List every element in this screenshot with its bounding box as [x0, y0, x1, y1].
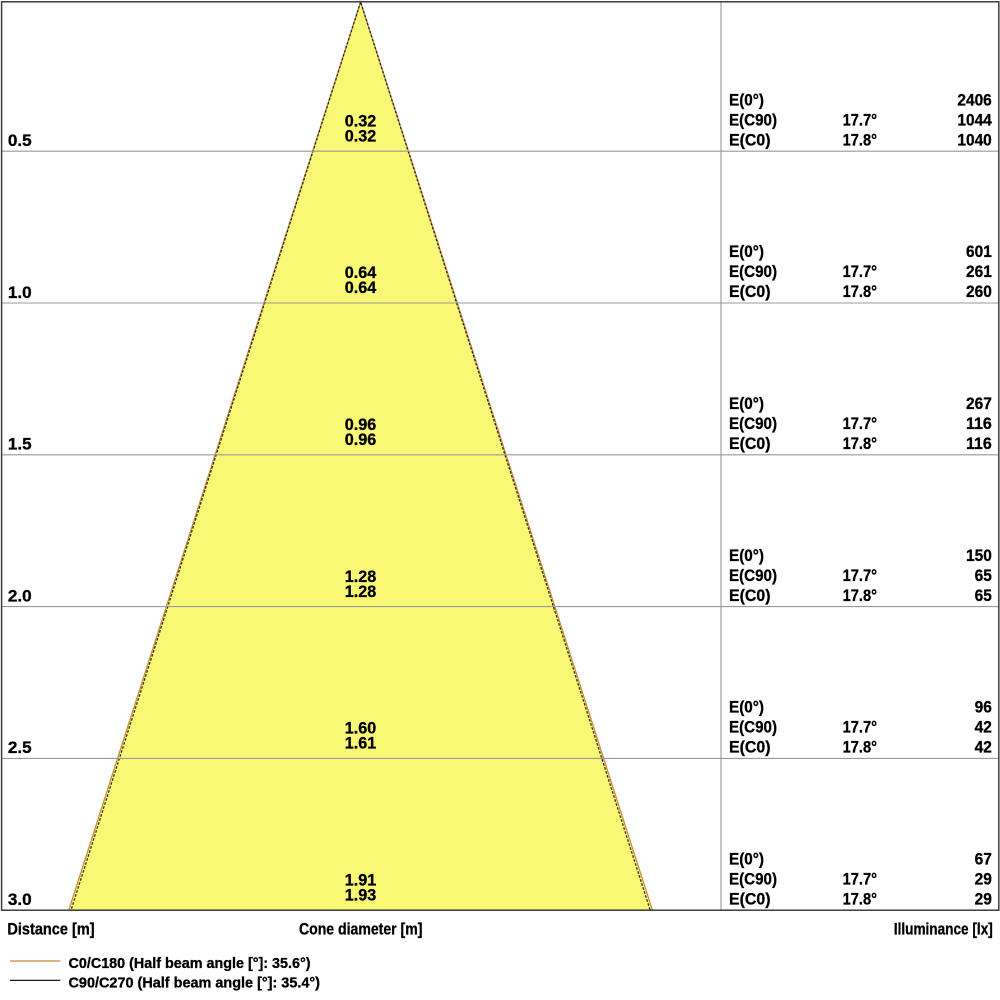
svg-text:17.8°: 17.8° — [843, 586, 878, 605]
svg-text:E(C0): E(C0) — [729, 738, 771, 757]
svg-text:C0/C180 (Half beam angle [°]:: C0/C180 (Half beam angle [°]: 35.6°) — [69, 956, 311, 972]
svg-text:260: 260 — [966, 282, 992, 301]
svg-text:E(C90): E(C90) — [729, 869, 777, 888]
svg-text:1.60: 1.60 — [345, 719, 377, 738]
svg-text:E(0°): E(0°) — [729, 90, 764, 109]
svg-text:17.7°: 17.7° — [843, 869, 878, 888]
svg-text:116: 116 — [966, 414, 992, 433]
svg-text:1.28: 1.28 — [345, 582, 377, 601]
svg-text:E(C0): E(C0) — [729, 889, 771, 908]
svg-text:17.8°: 17.8° — [843, 282, 878, 301]
svg-text:0.64: 0.64 — [345, 278, 377, 297]
svg-text:42: 42 — [975, 738, 992, 757]
svg-text:1.61: 1.61 — [345, 734, 377, 753]
svg-text:0.64: 0.64 — [345, 263, 377, 282]
svg-text:E(C90): E(C90) — [729, 414, 777, 433]
svg-text:1.91: 1.91 — [345, 870, 377, 889]
svg-text:0.32: 0.32 — [345, 111, 377, 130]
svg-text:E(C90): E(C90) — [729, 718, 777, 737]
svg-text:29: 29 — [975, 889, 992, 908]
svg-text:E(C0): E(C0) — [729, 130, 771, 149]
svg-text:2.0: 2.0 — [8, 586, 32, 605]
svg-text:67: 67 — [975, 849, 992, 868]
svg-text:17.8°: 17.8° — [843, 889, 878, 908]
svg-text:42: 42 — [975, 718, 992, 737]
svg-text:Distance [m]: Distance [m] — [7, 920, 94, 938]
svg-text:17.8°: 17.8° — [843, 130, 878, 149]
svg-text:17.7°: 17.7° — [843, 110, 878, 129]
svg-text:E(0°): E(0°) — [729, 849, 764, 868]
svg-text:261: 261 — [966, 262, 992, 281]
svg-text:E(C90): E(C90) — [729, 110, 777, 129]
svg-text:1040: 1040 — [957, 130, 991, 149]
svg-text:17.7°: 17.7° — [843, 566, 878, 585]
svg-text:2406: 2406 — [957, 90, 991, 109]
svg-text:0.96: 0.96 — [345, 430, 377, 449]
svg-text:601: 601 — [966, 242, 992, 261]
svg-text:1.28: 1.28 — [345, 567, 377, 586]
svg-text:E(C0): E(C0) — [729, 434, 771, 453]
svg-text:116: 116 — [966, 434, 992, 453]
svg-text:17.7°: 17.7° — [843, 414, 878, 433]
svg-text:C90/C270 (Half beam angle [°]:: C90/C270 (Half beam angle [°]: 35.4°) — [69, 976, 321, 992]
svg-text:E(0°): E(0°) — [729, 242, 764, 261]
svg-text:29: 29 — [975, 869, 992, 888]
svg-text:1.5: 1.5 — [8, 435, 32, 454]
svg-text:E(C90): E(C90) — [729, 566, 777, 585]
svg-text:96: 96 — [975, 698, 992, 717]
svg-text:1.0: 1.0 — [8, 283, 32, 302]
svg-text:150: 150 — [966, 546, 992, 565]
svg-text:1.93: 1.93 — [345, 885, 377, 904]
svg-text:E(0°): E(0°) — [729, 698, 764, 717]
svg-text:2.5: 2.5 — [8, 738, 32, 757]
svg-text:E(C90): E(C90) — [729, 262, 777, 281]
svg-text:267: 267 — [966, 394, 992, 413]
svg-text:Cone diameter [m]: Cone diameter [m] — [299, 920, 423, 938]
svg-text:17.7°: 17.7° — [843, 262, 878, 281]
svg-text:E(C0): E(C0) — [729, 282, 771, 301]
svg-text:17.7°: 17.7° — [843, 718, 878, 737]
svg-text:65: 65 — [975, 566, 992, 585]
svg-text:Illuminance [lx]: Illuminance [lx] — [894, 920, 993, 938]
svg-text:0.96: 0.96 — [345, 415, 377, 434]
svg-text:0.32: 0.32 — [345, 126, 377, 145]
svg-text:1044: 1044 — [957, 110, 992, 129]
svg-text:E(C0): E(C0) — [729, 586, 771, 605]
svg-text:17.8°: 17.8° — [843, 434, 878, 453]
svg-text:17.8°: 17.8° — [843, 738, 878, 757]
svg-text:65: 65 — [975, 586, 992, 605]
svg-text:E(0°): E(0°) — [729, 394, 764, 413]
svg-text:0.5: 0.5 — [8, 131, 32, 150]
svg-text:E(0°): E(0°) — [729, 546, 764, 565]
svg-text:3.0: 3.0 — [8, 890, 32, 909]
